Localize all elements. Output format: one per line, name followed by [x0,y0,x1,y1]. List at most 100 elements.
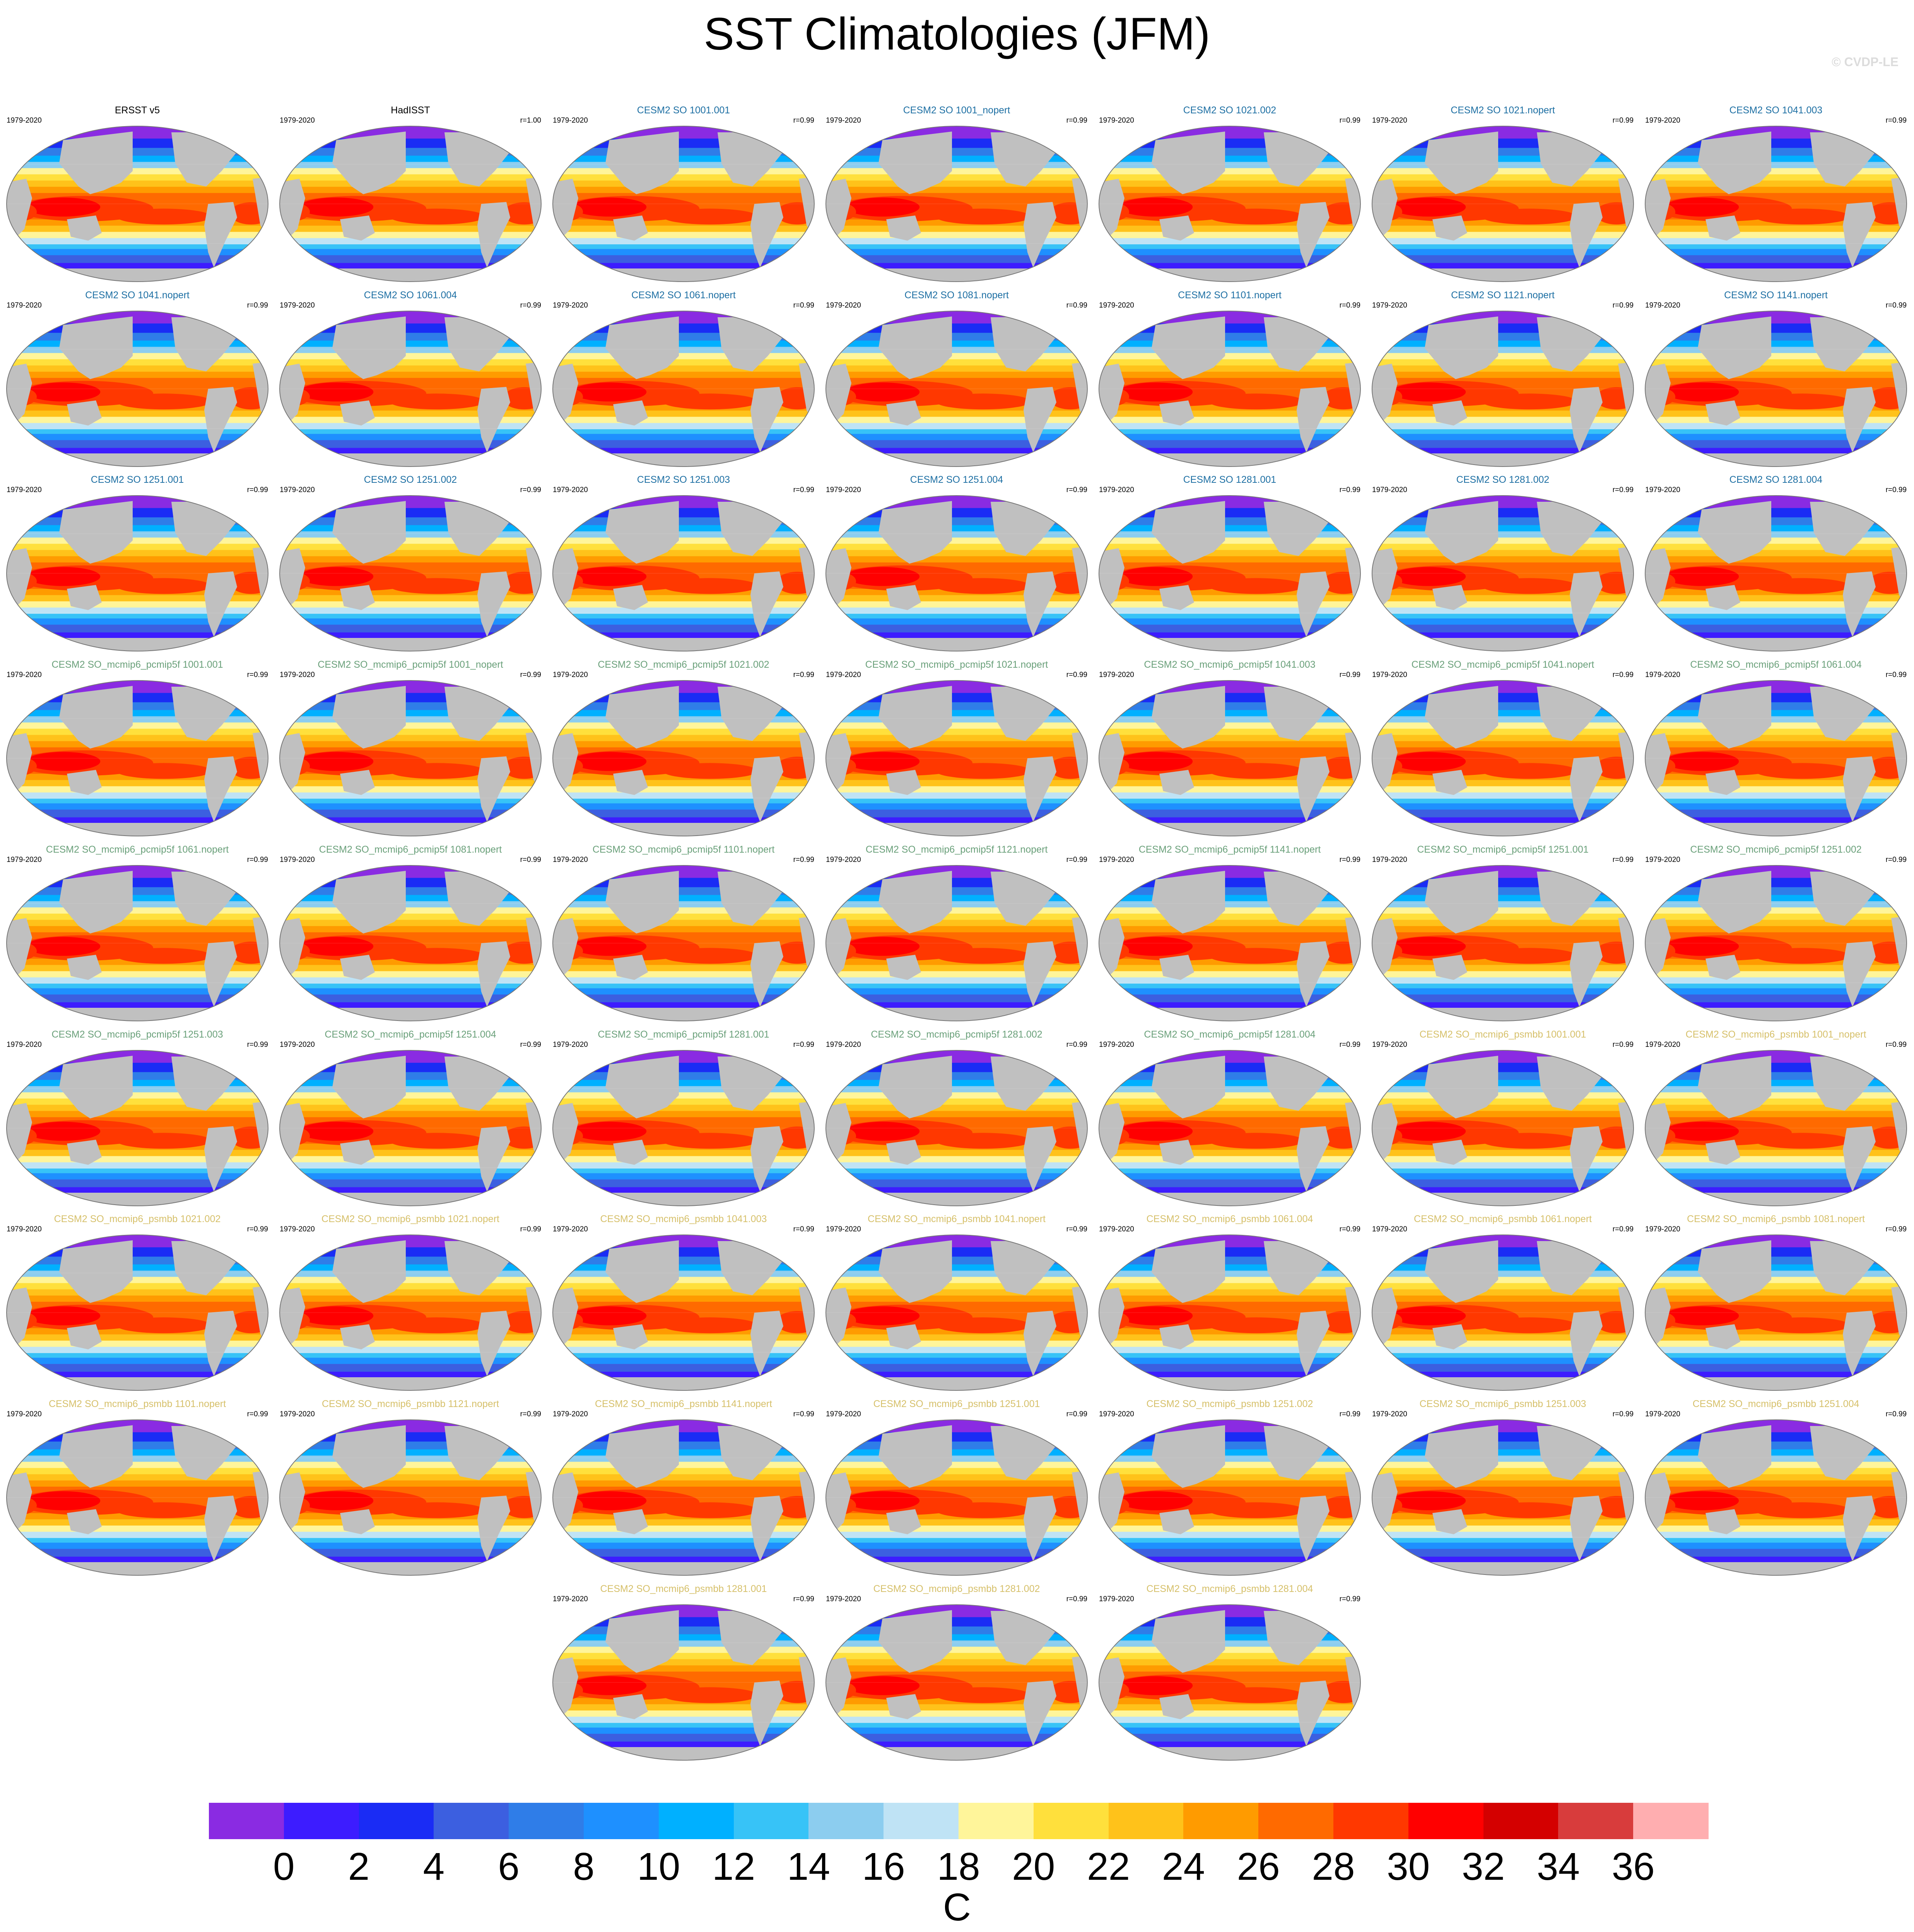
colorbar-swatch [658,1803,734,1839]
panel-pattern-correlation: r=0.99 [793,1041,814,1049]
sst-band [826,1455,1087,1462]
sst-band [826,232,1087,239]
colorbar-tick: 30 [1387,1845,1430,1888]
sst-band [280,1104,541,1111]
sst-band [1372,544,1634,551]
sst-warm-pool [1482,209,1577,225]
sst-band [1099,1474,1360,1481]
sst-band [826,496,1087,509]
sst-band [553,1347,814,1354]
land-mass [280,453,541,467]
sst-band [1645,232,1907,239]
land-mass [59,686,133,749]
sst-band [1645,971,1907,978]
land-mass [1330,316,1349,333]
land-mass [750,941,783,1007]
sst-band [7,180,268,187]
sst-band [826,1086,1087,1093]
land-mass [59,1056,133,1118]
sst-band [553,323,814,333]
land-mass [750,571,783,637]
land-mass [1372,1562,1634,1575]
sst-band [280,138,541,149]
sst-band [1645,1283,1907,1290]
sst-map [1372,311,1634,467]
sst-band [826,556,1087,563]
sst-band [1372,865,1634,879]
land-mass [1425,316,1498,379]
land-mass [1843,1126,1876,1192]
map-outline [1099,1419,1361,1576]
sst-band [280,716,541,723]
panel-title: CESM2 SO 1041.003 [1729,105,1823,116]
panel-pattern-correlation: r=0.99 [520,1225,541,1233]
land-mass [886,585,921,610]
land-mass [510,686,530,702]
sst-band [7,1340,268,1347]
sst-band [280,601,541,608]
sst-band [553,798,814,804]
sst-warm-pool [845,1122,920,1141]
sst-warm-pool [1755,948,1850,964]
sst-band [280,1542,541,1549]
sst-band [7,926,268,933]
land-mass [1603,501,1622,517]
sst-band [7,728,268,735]
sst-warm-pool [935,763,1031,779]
sst-band [1099,1549,1360,1557]
panel-period: 1979-2020 [7,486,42,494]
panel-pattern-correlation: r=0.99 [1612,486,1634,494]
sst-band [280,1270,541,1277]
sst-warm-pool [935,1502,1031,1518]
panel-pattern-correlation: r=0.99 [1066,856,1087,864]
sst-band [1645,1295,1907,1302]
sst-band [1099,983,1360,989]
panel-pattern-correlation: r=0.99 [520,486,541,494]
land-mass [1537,1426,1603,1480]
land-mass [7,1377,268,1390]
sst-band [1645,1104,1907,1111]
land-mass [1159,1140,1194,1165]
sst-warm-pool [935,209,1031,225]
sst-band [826,1710,1087,1717]
sst-band [826,1098,1087,1105]
sst-band [1645,1432,1907,1442]
land-mass [605,316,679,379]
sst-band [1099,531,1360,538]
sst-band [1099,1162,1360,1169]
panel-period: 1979-2020 [1645,1410,1680,1418]
colorbar-swatch [884,1803,959,1839]
panel-period: 1979-2020 [826,486,861,494]
sst-band [553,556,814,563]
sst-band [1099,735,1360,742]
land-mass [1876,501,1895,517]
land-mass [1876,1056,1895,1072]
sst-band [1645,1474,1907,1481]
sst-band [7,371,268,378]
sst-band [7,168,268,175]
sst-band [1645,429,1907,434]
sst-band [1645,1538,1907,1543]
panel-title: CESM2 SO_mcmip6_psmbb 1281.001 [600,1583,767,1594]
land-mass [718,132,783,186]
map-outline [1372,311,1634,467]
sst-warm-pool [662,1687,758,1703]
land-mass [1706,1324,1740,1349]
sst-band [1099,1347,1360,1354]
land-mass [878,1425,952,1488]
panel-title: CESM2 SO_mcmip6_pcmip5f 1251.002 [1690,844,1862,855]
land-mass [1330,1056,1349,1072]
colorbar-tick: 36 [1612,1845,1655,1888]
sst-map [6,865,268,1021]
sst-band [1645,1289,1907,1296]
sst-band [826,1270,1087,1277]
sst-band [1099,607,1360,614]
panel-period: 1979-2020 [826,1410,861,1418]
sst-band [1372,359,1634,366]
panel-title: CESM2 SO_mcmip6_psmbb 1061.004 [1146,1214,1313,1224]
panel-period: 1979-2020 [826,116,861,125]
panel-period: 1979-2020 [826,1225,861,1233]
sst-map [279,495,542,651]
sst-band [553,878,814,888]
sst-band [1645,537,1907,544]
